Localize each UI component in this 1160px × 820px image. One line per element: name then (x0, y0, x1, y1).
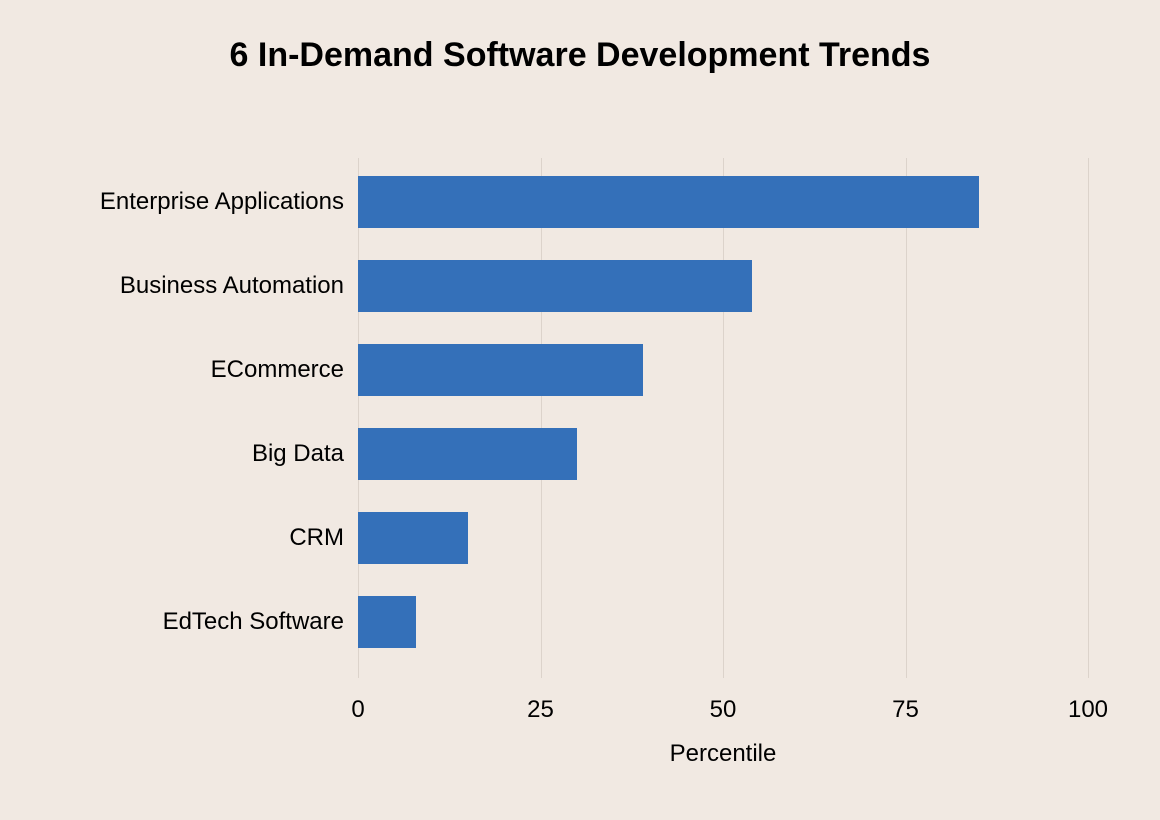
plot-area: 0255075100Enterprise ApplicationsBusines… (358, 158, 1088, 678)
gridline (541, 158, 542, 678)
x-tick-label: 0 (351, 678, 364, 724)
bar (358, 260, 752, 312)
bar (358, 344, 643, 396)
x-tick-label: 25 (527, 678, 554, 724)
gridline (1088, 158, 1089, 678)
chart-title: 6 In-Demand Software Development Trends (0, 36, 1160, 75)
gridline (906, 158, 907, 678)
x-tick-label: 50 (710, 678, 737, 724)
x-axis-title: Percentile (670, 740, 777, 768)
bar (358, 512, 468, 564)
x-tick-label: 75 (892, 678, 919, 724)
bar (358, 596, 416, 648)
x-tick-label: 100 (1068, 678, 1108, 724)
category-label: ECommerce (211, 356, 358, 384)
bar (358, 428, 577, 480)
category-label: Business Automation (120, 272, 358, 300)
bar (358, 176, 979, 228)
chart-root: 6 In-Demand Software Development Trends … (0, 0, 1160, 820)
category-label: EdTech Software (163, 608, 358, 636)
category-label: Big Data (252, 440, 358, 468)
gridline (723, 158, 724, 678)
category-label: CRM (289, 524, 358, 552)
category-label: Enterprise Applications (100, 188, 358, 216)
